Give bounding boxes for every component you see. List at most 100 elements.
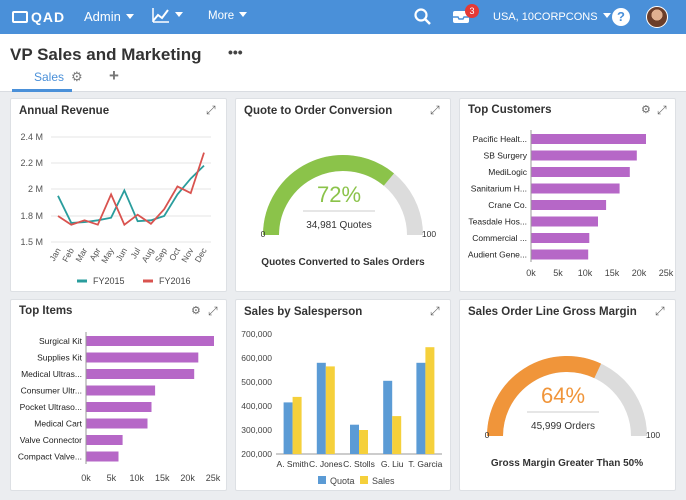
add-tab-plus-icon[interactable]: + [109, 66, 119, 85]
help-icon[interactable]: ? [612, 8, 630, 26]
bar [86, 352, 199, 363]
gear-icon[interactable]: ⚙ [641, 104, 651, 116]
tab-sales[interactable]: Sales [34, 70, 65, 84]
card-title: Sales Order Line Gross Margin [468, 306, 637, 318]
avatar[interactable] [646, 6, 668, 28]
chevron-down-icon [239, 12, 248, 17]
top-items-chart: 0k 5k 10k 15k 20k 25k Surgical Kit Supplies Kit… [18, 332, 221, 483]
gauge-subtext: 45,999 Orders [531, 421, 595, 432]
y-tick-label: 300,000 [241, 425, 272, 435]
gear-icon[interactable]: ⚙ [191, 305, 201, 317]
category-label: SB Surgery [484, 151, 528, 161]
expand-icon[interactable]: ⤢ [655, 304, 665, 318]
x-tick-label: 20k [180, 473, 195, 483]
card-title: Top Items [19, 305, 73, 317]
y-tick-label: 600,000 [241, 353, 272, 363]
x-tick-label: Dec [193, 245, 210, 264]
bar [425, 347, 435, 454]
quote-conversion-gauge: 72% 34,981 Quotes 0 100 Quotes Converted to … [261, 155, 436, 268]
more-menu-label: More [208, 10, 235, 22]
expand-icon[interactable]: ⤢ [430, 304, 440, 318]
chevron-down-icon [602, 13, 611, 18]
x-tick-label: C. Stolls [343, 459, 375, 469]
gauge-caption: Gross Margin Greater Than 50% [491, 458, 643, 469]
y-tick-label: 1.8 M [20, 211, 43, 221]
x-tick-label: Feb [60, 246, 76, 264]
bar [292, 396, 302, 454]
expand-icon[interactable]: ⤢ [208, 304, 218, 318]
bar [86, 451, 119, 462]
category-label: Pocket Ultraso... [20, 402, 82, 412]
gross-margin-card: Sales Order Line Gross Margin ⤢ 64% 45,99… [459, 299, 676, 491]
gauge-value: 64% [541, 383, 585, 408]
gauge-min-label: 0 [485, 430, 490, 440]
more-menu[interactable]: More [208, 10, 248, 22]
gross-margin-gauge: 64% 45,999 Orders 0 100 Gross Margin Greater… [485, 356, 660, 469]
category-label: Supplies Kit [37, 353, 83, 363]
gauge-subtext: 34,981 Quotes [306, 220, 372, 231]
x-tick-label: 15k [155, 473, 170, 483]
company-selector[interactable]: USA, 10CORPCONS [493, 11, 611, 23]
bar [531, 233, 590, 243]
sales-by-salesperson-chart: 700,000 600,000 500,000 400,000 300,000 200,0… [241, 329, 442, 486]
admin-menu[interactable]: Admin [84, 9, 134, 24]
quote-conversion-card: Quote to Order Conversion ⤢ 72% 34,981 Qu… [235, 98, 451, 292]
bar [531, 150, 637, 161]
x-tick-label: 10k [578, 268, 593, 278]
bar [86, 418, 148, 429]
y-tick-label: 2.2 M [20, 158, 43, 168]
page-title: VP Sales and Marketing [10, 45, 202, 64]
expand-icon[interactable]: ⤢ [430, 103, 440, 117]
bar [325, 366, 335, 454]
bar [359, 430, 368, 454]
x-tick-label: 5k [107, 473, 117, 483]
bar [531, 200, 607, 210]
gauge-value: 72% [317, 182, 361, 207]
category-label: Crane Co. [488, 200, 527, 210]
x-tick-label: C. Jones [309, 459, 343, 469]
expand-icon[interactable]: ⤢ [206, 103, 216, 117]
x-tick-label: G. Liu [381, 459, 404, 469]
search-icon[interactable] [414, 8, 432, 26]
dashboard-header: VP Sales and Marketing ••• Sales ⚙ + [0, 34, 686, 92]
legend-label: Quota [330, 476, 355, 486]
x-tick-label: 15k [605, 268, 620, 278]
y-tick-label: 1.5 M [20, 237, 43, 247]
bar [531, 249, 589, 260]
gauge-caption: Quotes Converted to Sales Orders [261, 257, 425, 268]
x-tick-label: 5k [553, 268, 563, 278]
tab-settings-gear-icon[interactable]: ⚙ [71, 69, 83, 84]
top-items-card: Top Items ⚙ ⤢ 0k 5k 10k 15k 20k 25k Surgical K… [10, 299, 227, 491]
legend-label: FY2015 [93, 276, 125, 286]
series-line [57, 152, 205, 227]
category-label: Pacific Healt... [473, 134, 527, 144]
active-tab-indicator [12, 89, 72, 92]
x-tick-label: 20k [632, 268, 647, 278]
legend-label: Sales [372, 476, 395, 486]
bar [86, 402, 152, 412]
x-tick-label: 10k [130, 473, 145, 483]
x-tick-label: 25k [206, 473, 221, 483]
chevron-down-icon [125, 14, 134, 19]
chart-line-icon [152, 8, 169, 23]
logo-icon [12, 11, 28, 23]
x-tick-label: Jul [128, 246, 142, 261]
bar [350, 424, 359, 454]
bar [531, 167, 630, 177]
admin-menu-label: Admin [84, 9, 121, 24]
help-label: ? [617, 9, 625, 24]
x-tick-label: 0k [81, 473, 91, 483]
category-label: Teasdale Hos... [468, 217, 527, 227]
analytics-menu[interactable] [152, 7, 183, 26]
logo-text: QAD [31, 9, 66, 25]
category-label: Medical Ultras... [21, 369, 82, 379]
card-title: Top Customers [468, 104, 552, 116]
more-actions-button[interactable]: ••• [228, 44, 243, 60]
gauge-value-arc [487, 356, 602, 437]
card-title: Quote to Order Conversion [244, 105, 393, 117]
expand-icon[interactable]: ⤢ [657, 103, 667, 117]
qad-logo[interactable]: QAD [12, 9, 65, 25]
x-tick-label: A. Smith [277, 459, 309, 469]
top-customers-card: Top Customers ⚙ ⤢ 0k 5k 10k 15k 20k 25k Pacifi… [459, 98, 676, 292]
top-bar: QAD Admin More 3 USA, 10CORPCONS ? [0, 0, 686, 34]
